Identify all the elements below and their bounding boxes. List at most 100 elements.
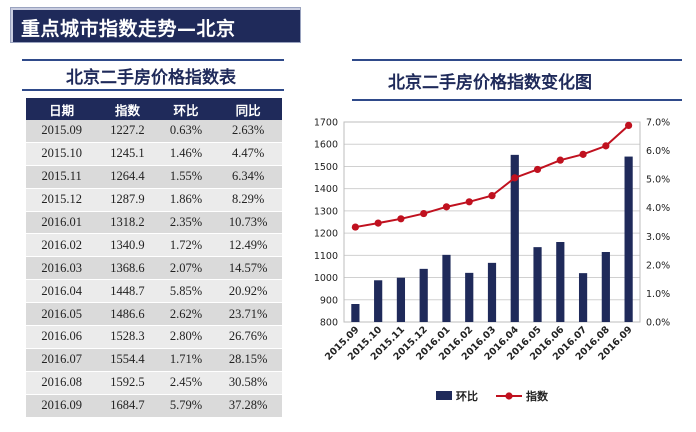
cell-mom: 1.46%	[157, 142, 215, 166]
table-row: 2015.10 1245.1 1.46% 4.47%	[26, 142, 282, 166]
point-index	[533, 165, 542, 174]
y-left-tick-label: 1500	[314, 162, 338, 173]
cell-mom: 1.55%	[157, 165, 215, 189]
cell-mom: 2.07%	[157, 256, 215, 281]
bar-mom	[601, 252, 610, 322]
y-left-tick-label: 900	[320, 295, 338, 306]
bar-mom	[578, 273, 588, 322]
cell-index: 1592.5	[97, 371, 158, 395]
cell-date: 2016.03	[26, 256, 98, 281]
cell-yoy: 37.28%	[214, 394, 282, 418]
legend-label-index: 指数	[526, 389, 549, 403]
bar-mom	[419, 268, 428, 322]
chart-title-top-rule	[352, 59, 682, 61]
table-row: 2016.05 1486.6 2.62% 23.71%	[26, 302, 282, 327]
cell-date: 2015.10	[26, 142, 98, 166]
point-index	[374, 219, 382, 227]
point-index	[488, 192, 496, 200]
cell-mom: 2.62%	[157, 302, 215, 327]
cell-date: 2016.07	[26, 348, 98, 372]
y-left-tick-label: 800	[320, 318, 338, 329]
table-body: 2015.09 1227.2 0.63% 2.63% 2015.10 1245.1 1.46…	[26, 120, 282, 418]
y-right-tick-label: 1.0%	[646, 289, 670, 300]
cell-date: 2015.12	[26, 188, 98, 212]
cell-mom: 5.79%	[157, 394, 215, 418]
table-row: 2015.09 1227.2 0.63% 2.63%	[26, 120, 282, 143]
cell-yoy: 26.76%	[214, 325, 282, 349]
table-title-bottom-rule	[22, 89, 284, 91]
cell-yoy: 20.92%	[214, 279, 282, 304]
cell-yoy: 10.73%	[214, 211, 282, 235]
y-left-tick-label: 1400	[314, 184, 338, 195]
cell-yoy: 4.47%	[214, 142, 282, 166]
cell-mom: 2.35%	[157, 211, 215, 235]
cell-mom: 1.72%	[157, 233, 215, 258]
bar-mom	[465, 272, 474, 322]
chart-title-bottom-rule	[352, 99, 682, 101]
point-index	[442, 203, 451, 211]
cell-index: 1368.6	[97, 256, 158, 281]
cell-date: 2016.05	[26, 302, 98, 327]
bar-mom	[396, 277, 406, 322]
y-right-tick-label: 5.0%	[646, 175, 670, 186]
cell-index: 1318.2	[97, 211, 158, 235]
bar-mom	[556, 242, 565, 322]
col-header-mom: 环比	[157, 98, 215, 120]
y-left-tick-label: 1700	[314, 118, 338, 129]
line-index	[355, 124, 630, 229]
bar-mom	[487, 262, 497, 322]
table-title: 北京二手房价格指数表	[66, 68, 236, 88]
index-table: 日期 指数 环比 同比 2015.09 1227.2 0.63% 2.63% 2015.…	[26, 98, 282, 418]
cell-index: 1684.7	[97, 394, 158, 418]
cell-mom: 0.63%	[157, 120, 215, 143]
cell-yoy: 6.34%	[214, 165, 282, 189]
cell-mom: 5.85%	[157, 279, 215, 304]
cell-yoy: 30.58%	[214, 371, 282, 395]
point-index	[579, 150, 587, 158]
y-right-tick-label: 3.0%	[646, 232, 670, 243]
cell-date: 2016.06	[26, 325, 98, 349]
point-index	[625, 121, 633, 129]
bar-mom	[533, 247, 542, 322]
y-right-tick-label: 4.0%	[646, 203, 670, 214]
y-left-tick-label: 1000	[314, 273, 338, 284]
table-row: 2016.09 1684.7 5.79% 37.28%	[26, 394, 282, 418]
table-title-top-rule	[22, 59, 284, 61]
table-row: 2015.12 1287.9 1.86% 8.29%	[26, 188, 282, 212]
cell-mom: 2.80%	[157, 325, 215, 349]
y-right-tick-label: 0.0%	[646, 318, 670, 329]
table-row: 2016.04 1448.7 5.85% 20.92%	[26, 279, 282, 304]
bar-mom	[624, 156, 633, 322]
table-row: 2015.11 1264.4 1.55% 6.34%	[26, 165, 282, 189]
cell-yoy: 28.15%	[214, 348, 282, 372]
cell-index: 1245.1	[97, 142, 158, 166]
cell-index: 1287.9	[97, 188, 158, 212]
point-index	[602, 142, 610, 150]
point-index	[556, 156, 564, 164]
table-row: 2016.07 1554.4 1.71% 28.15%	[26, 348, 282, 372]
cell-index: 1528.3	[97, 325, 158, 349]
cell-date: 2016.01	[26, 211, 98, 235]
legend-swatch-bar	[436, 391, 452, 400]
cell-index: 1486.6	[97, 302, 158, 327]
page-title: 重点城市指数走势—北京	[21, 18, 236, 40]
cell-date: 2016.08	[26, 371, 98, 395]
y-left-tick-label: 1300	[314, 206, 338, 217]
cell-mom: 1.86%	[157, 188, 215, 212]
legend-marker-line	[505, 392, 513, 400]
cell-date: 2015.11	[26, 165, 98, 189]
point-index	[465, 198, 473, 206]
point-index	[511, 174, 519, 182]
cell-date: 2015.09	[26, 120, 98, 143]
cell-yoy: 2.63%	[214, 120, 282, 143]
header-banner: 重点城市指数走势—北京	[10, 7, 301, 43]
col-header-yoy: 同比	[214, 98, 282, 120]
bar-mom	[374, 280, 383, 322]
cell-yoy: 12.49%	[214, 233, 282, 258]
cell-date: 2016.02	[26, 233, 98, 258]
chart-title: 北京二手房价格指数变化图	[388, 73, 592, 93]
point-index	[351, 223, 359, 231]
cell-index: 1340.9	[97, 233, 158, 258]
cell-index: 1227.2	[97, 120, 158, 143]
col-header-date: 日期	[26, 98, 98, 120]
